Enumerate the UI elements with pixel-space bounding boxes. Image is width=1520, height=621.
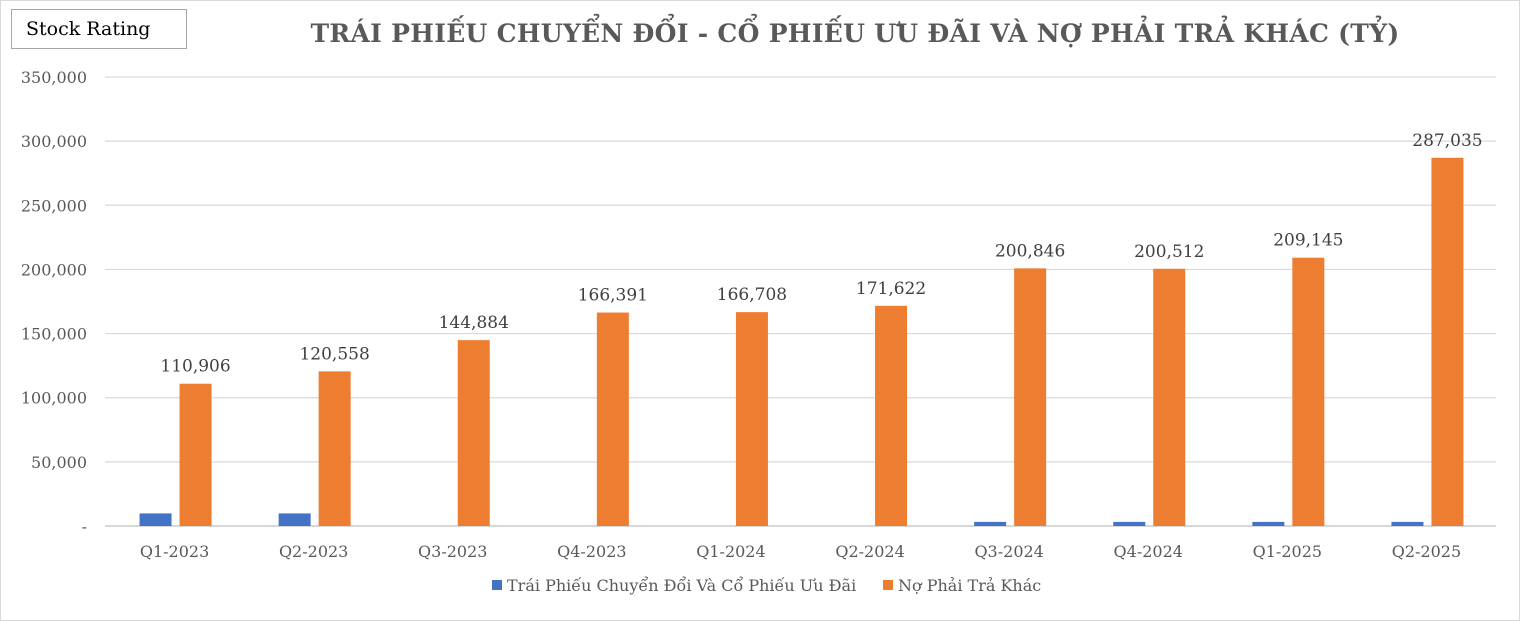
data-label: 287,035 xyxy=(1412,131,1482,151)
data-label: 166,708 xyxy=(717,285,787,305)
bar-convertible-preferred xyxy=(1252,521,1285,526)
legend-swatch xyxy=(492,580,502,590)
bar-other-liabilities xyxy=(735,312,768,526)
data-label: 200,846 xyxy=(995,241,1065,261)
x-tick-label: Q3-2024 xyxy=(974,542,1043,561)
bar-convertible-preferred xyxy=(278,513,311,526)
bar-convertible-preferred xyxy=(1113,521,1146,526)
x-tick-label: Q1-2023 xyxy=(140,542,209,561)
y-tick-label: 350,000 xyxy=(21,68,87,87)
legend-swatch xyxy=(883,580,893,590)
data-label: 171,622 xyxy=(856,279,926,299)
bar-other-liabilities xyxy=(1014,268,1047,526)
bar-other-liabilities xyxy=(1292,257,1325,526)
y-tick-label: 100,000 xyxy=(21,389,87,408)
bar-other-liabilities xyxy=(596,312,629,526)
data-label: 110,906 xyxy=(160,357,230,377)
x-tick-label: Q4-2024 xyxy=(1114,542,1183,561)
x-tick-label: Q3-2023 xyxy=(418,542,487,561)
y-tick-label: 200,000 xyxy=(21,260,87,279)
bar-other-liabilities xyxy=(1431,157,1464,527)
legend: Trái Phiếu Chuyển Đổi Và Cổ Phiếu Ưu Đãi… xyxy=(492,576,1041,595)
y-tick-label: 50,000 xyxy=(31,453,87,472)
bars xyxy=(139,157,1464,527)
x-tick-label: Q2-2025 xyxy=(1392,542,1461,561)
bar-convertible-preferred xyxy=(974,521,1007,526)
y-tick-label: 150,000 xyxy=(21,325,87,344)
bar-other-liabilities xyxy=(875,305,908,526)
x-tick-label: Q2-2024 xyxy=(835,542,904,561)
x-tick-label: Q1-2025 xyxy=(1253,542,1322,561)
bar-other-liabilities xyxy=(179,383,212,526)
y-tick-label: 250,000 xyxy=(21,196,87,215)
y-axis: - 50,000 100,000 150,000 200,000 250,000 300,0… xyxy=(21,68,87,536)
legend-item-other-liabilities: Nợ Phải Trả Khác xyxy=(898,576,1041,595)
x-tick-label: Q2-2023 xyxy=(279,542,348,561)
legend-item-convertible-preferred: Trái Phiếu Chuyển Đổi Và Cổ Phiếu Ưu Đãi xyxy=(507,576,856,595)
bar-convertible-preferred xyxy=(1391,521,1424,526)
bar-other-liabilities xyxy=(1153,268,1186,526)
bar-other-liabilities xyxy=(457,340,490,526)
data-label: 200,512 xyxy=(1134,242,1204,262)
data-label: 209,145 xyxy=(1273,231,1343,251)
x-tick-label: Q1-2024 xyxy=(696,542,765,561)
data-labels: 110,906 120,558 144,884 166,391 166,708 171,6… xyxy=(160,131,1482,377)
x-tick-label: Q4-2023 xyxy=(557,542,626,561)
y-tick-label: 300,000 xyxy=(21,132,87,151)
data-label: 120,558 xyxy=(299,344,369,364)
gridlines xyxy=(105,76,1496,527)
data-label: 144,884 xyxy=(439,313,509,333)
stock-rating-badge: Stock Rating xyxy=(11,9,187,49)
x-axis: Q1-2023 Q2-2023 Q3-2023 Q4-2023 Q1-2024 Q2-20… xyxy=(140,542,1461,561)
chart-title: TRÁI PHIẾU CHUYỂN ĐỔI - CỔ PHIẾU ƯU ĐÃI … xyxy=(310,19,1400,48)
bar-convertible-preferred xyxy=(139,513,172,526)
y-tick-label: - xyxy=(82,517,87,536)
bar-other-liabilities xyxy=(318,371,351,526)
data-label: 166,391 xyxy=(578,286,648,306)
